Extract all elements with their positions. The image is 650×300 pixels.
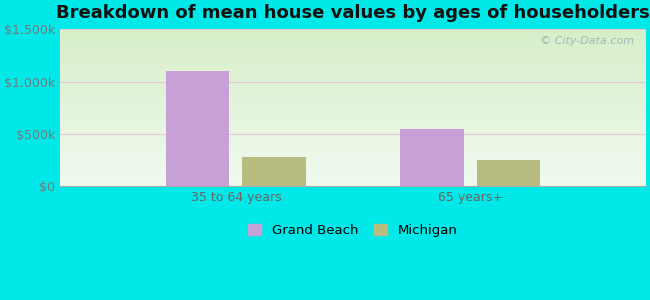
Title: Breakdown of mean house values by ages of householders: Breakdown of mean house values by ages o…: [56, 4, 650, 22]
Text: © City-Data.com: © City-Data.com: [540, 35, 634, 46]
Bar: [242, 157, 306, 186]
Legend: Grand Beach, Michigan: Grand Beach, Michigan: [243, 219, 463, 242]
Bar: [476, 160, 540, 186]
Bar: [166, 71, 229, 186]
Bar: [400, 129, 463, 186]
